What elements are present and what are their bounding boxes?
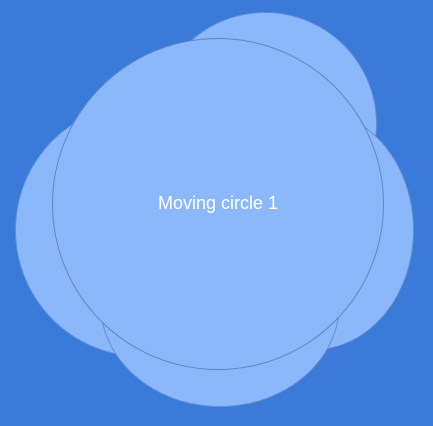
moving-circle-1-label: Moving circle 1: [157, 192, 279, 213]
moving-circle-1[interactable]: Moving circle 1: [52, 38, 384, 370]
